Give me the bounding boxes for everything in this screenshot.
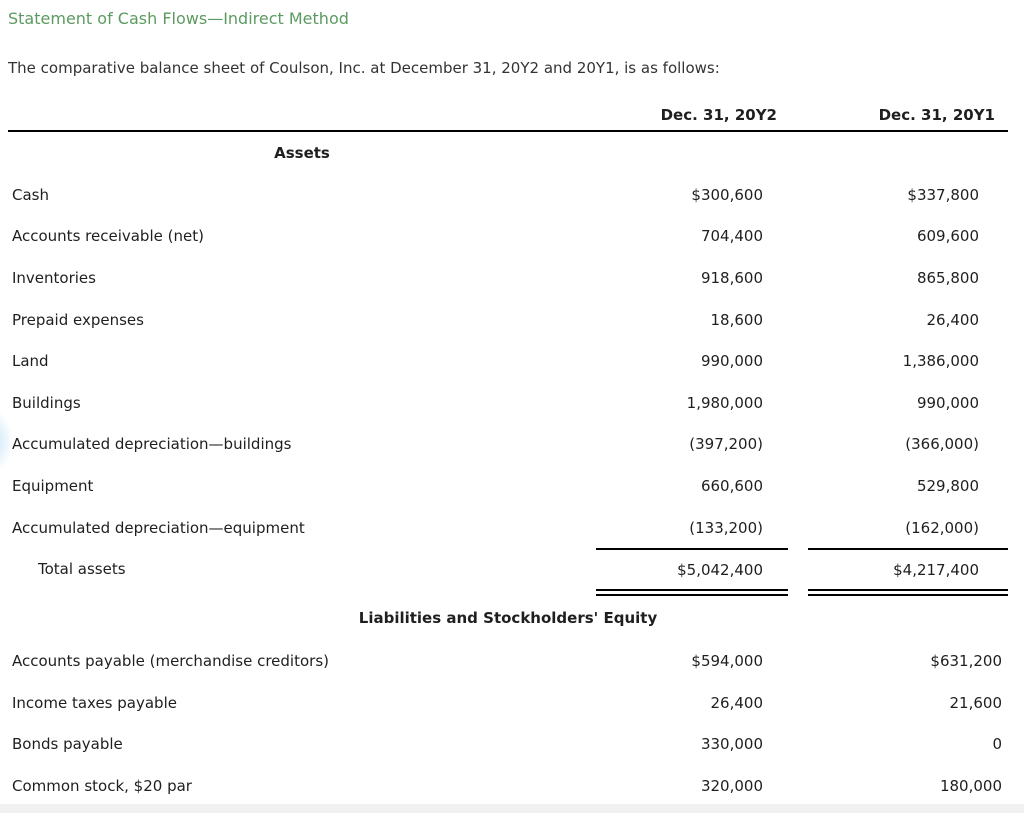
double-rule-row bbox=[8, 589, 1008, 597]
table-row: Land 990,000 1,386,000 bbox=[8, 340, 1008, 382]
amount-y1: 529,800 bbox=[916, 476, 979, 495]
column-gap bbox=[788, 568, 808, 569]
row-label: Accounts receivable (net) bbox=[12, 227, 204, 246]
row-label: Common stock, $20 par bbox=[12, 776, 192, 795]
column-gap bbox=[788, 277, 808, 278]
total-label: Total assets bbox=[38, 559, 126, 578]
total-amount-y1: $4,217,400 bbox=[808, 548, 1008, 589]
table-row: Prepaid expenses 18,600 26,400 bbox=[8, 299, 1008, 341]
amount-y2: 918,600 bbox=[700, 268, 763, 287]
row-label: Cash bbox=[12, 185, 49, 204]
amount-y2: 26,400 bbox=[710, 693, 764, 712]
column-gap bbox=[788, 194, 808, 195]
column-gap bbox=[788, 123, 808, 124]
column-gap bbox=[788, 527, 808, 528]
page-title: Statement of Cash Flows—Indirect Method bbox=[8, 9, 349, 28]
amount-y1: 180,000 bbox=[939, 776, 1002, 795]
column-header-spacer bbox=[8, 123, 596, 124]
table-row: Accumulated depreciation—equipment (133,2… bbox=[8, 507, 1008, 549]
amount-y2: (133,200) bbox=[689, 518, 763, 537]
table-row: Common stock, $20 par 320,000 180,000 bbox=[8, 765, 1008, 807]
amount-y2: (397,200) bbox=[689, 435, 763, 454]
table-row: Accounts receivable (net) 704,400 609,600 bbox=[8, 216, 1008, 258]
amount-y2: 18,600 bbox=[710, 310, 764, 329]
double-rule-y1 bbox=[808, 589, 1008, 597]
table-body: Assets Cash $300,600 $337,800 Accounts recei… bbox=[8, 132, 1008, 807]
amount-y1: 0 bbox=[992, 735, 1002, 754]
column-gap bbox=[788, 361, 808, 362]
row-label: Inventories bbox=[12, 268, 96, 287]
table-row: Buildings 1,980,000 990,000 bbox=[8, 382, 1008, 424]
column-header-row: Dec. 31, 20Y2 Dec. 31, 20Y1 bbox=[8, 96, 1008, 132]
table-row: Income taxes payable 26,400 21,600 bbox=[8, 682, 1008, 724]
amount-y2: 320,000 bbox=[700, 776, 763, 795]
column-gap bbox=[788, 661, 808, 662]
amount-y1: 1,386,000 bbox=[902, 352, 979, 371]
column-gap bbox=[788, 236, 808, 237]
amount-y2: $594,000 bbox=[691, 652, 763, 671]
column-gap bbox=[788, 702, 808, 703]
row-label: Equipment bbox=[12, 476, 94, 495]
row-label: Accumulated depreciation—equipment bbox=[12, 518, 305, 537]
column-gap bbox=[788, 402, 808, 403]
table-row: Cash $300,600 $337,800 bbox=[8, 174, 1008, 216]
intro-text: The comparative balance sheet of Coulson… bbox=[8, 59, 720, 77]
amount-y2: 660,600 bbox=[700, 476, 763, 495]
column-gap bbox=[788, 485, 808, 486]
section-header-spacer bbox=[808, 153, 1008, 154]
column-header-y2: Dec. 31, 20Y2 bbox=[660, 106, 777, 124]
total-amount-y2: $5,042,400 bbox=[596, 548, 788, 589]
amount-y1: 865,800 bbox=[916, 268, 979, 287]
row-label: Bonds payable bbox=[12, 735, 123, 754]
amount-y2: 990,000 bbox=[700, 352, 763, 371]
row-label: Accumulated depreciation—buildings bbox=[12, 435, 292, 454]
amount-y1: 21,600 bbox=[949, 693, 1003, 712]
amount-y2: 1,980,000 bbox=[686, 393, 763, 412]
amount-y1: 990,000 bbox=[916, 393, 979, 412]
section-header-spacer bbox=[596, 153, 788, 154]
section-header-spacer bbox=[788, 153, 808, 154]
bottom-strip bbox=[0, 804, 1024, 813]
amount-y1: 26,400 bbox=[926, 310, 980, 329]
section-header-assets: Assets bbox=[274, 144, 330, 162]
amount-y1: 609,600 bbox=[916, 227, 979, 246]
section-header-liabilities: Liabilities and Stockholders' Equity bbox=[358, 609, 658, 628]
amount-y1: (366,000) bbox=[905, 435, 979, 454]
column-gap bbox=[788, 444, 808, 445]
row-label: Prepaid expenses bbox=[12, 310, 144, 329]
column-gap bbox=[788, 589, 808, 596]
section-header-row-assets: Assets bbox=[8, 132, 1008, 174]
double-rule-spacer bbox=[8, 589, 596, 596]
table-row: Inventories 918,600 865,800 bbox=[8, 257, 1008, 299]
amount-y2: 704,400 bbox=[700, 227, 763, 246]
row-label: Income taxes payable bbox=[12, 693, 177, 712]
amount-y1: (162,000) bbox=[905, 518, 979, 537]
balance-sheet-table: Dec. 31, 20Y2 Dec. 31, 20Y1 Assets Cash $3… bbox=[8, 96, 1008, 807]
amount-y1: $631,200 bbox=[930, 652, 1002, 671]
column-header-y1: Dec. 31, 20Y1 bbox=[878, 106, 995, 124]
row-label: Land bbox=[12, 352, 49, 371]
row-label: Buildings bbox=[12, 393, 81, 412]
section-header-row-liabilities: Liabilities and Stockholders' Equity bbox=[8, 596, 1008, 640]
table-row: Accumulated depreciation—buildings (397,2… bbox=[8, 424, 1008, 466]
total-row: Total assets $5,042,400 $4,217,400 bbox=[8, 548, 1008, 589]
column-gap bbox=[788, 319, 808, 320]
amount-y2: $300,600 bbox=[691, 185, 763, 204]
table-row: Equipment 660,600 529,800 bbox=[8, 465, 1008, 507]
table-row: Accounts payable (merchandise creditors)… bbox=[8, 640, 1008, 682]
row-label: Accounts payable (merchandise creditors) bbox=[12, 652, 329, 671]
amount-y1: $337,800 bbox=[907, 185, 979, 204]
column-gap bbox=[788, 744, 808, 745]
column-gap bbox=[788, 785, 808, 786]
table-row: Bonds payable 330,000 0 bbox=[8, 724, 1008, 766]
double-rule-y2 bbox=[596, 589, 788, 597]
amount-y2: 330,000 bbox=[700, 735, 763, 754]
